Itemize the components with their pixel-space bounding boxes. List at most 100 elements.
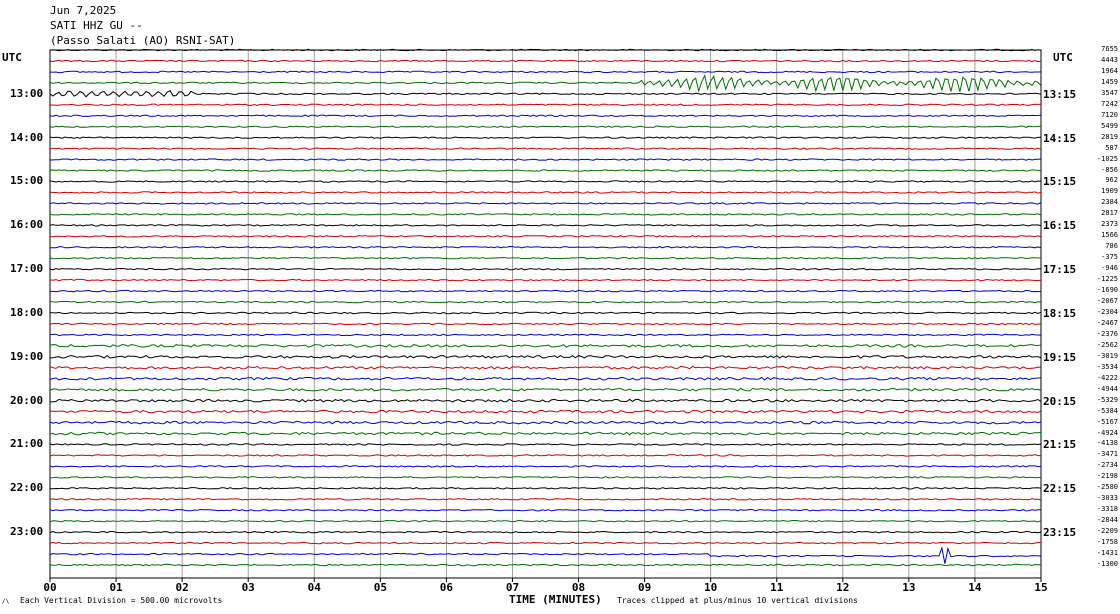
- x-tick-label-14: 14: [968, 581, 982, 594]
- trace-26: [49, 333, 1042, 337]
- trace-37: [49, 454, 1042, 457]
- trace-8: [49, 136, 1042, 139]
- trace-offset-32: -5329: [1096, 395, 1118, 404]
- trace-27: [49, 343, 1042, 348]
- header-date: Jun 7,2025: [50, 4, 117, 17]
- time-label-right-3: 16:15: [1043, 219, 1077, 233]
- x-tick-label-06: 06: [439, 581, 454, 594]
- time-label-right-7: 20:15: [1043, 394, 1077, 408]
- x-tick-label-05: 05: [373, 581, 387, 594]
- trace-23: [49, 300, 1042, 304]
- trace-offset-33: -5384: [1096, 406, 1118, 415]
- trace-19: [49, 256, 1042, 260]
- header-location: (Passo Salati (AO) RSNI-SAT): [50, 34, 236, 47]
- trace-44: [49, 530, 1042, 534]
- trace-offset-41: -3033: [1096, 494, 1118, 503]
- trace-offset-43: -2844: [1096, 516, 1118, 525]
- time-label-right-1: 14:15: [1043, 131, 1077, 145]
- x-tick-label-00: 00: [43, 581, 57, 594]
- time-label-right-10: 23:15: [1043, 526, 1077, 540]
- trace-30: [49, 376, 1042, 381]
- x-tick-label-07: 07: [505, 581, 520, 594]
- trace-0: [49, 48, 1042, 52]
- trace-offset-37: -3471: [1096, 450, 1118, 459]
- time-label-left-7: 20:00: [10, 393, 44, 407]
- trace-offset-28: -3019: [1096, 351, 1118, 360]
- trace-offset-12: 962: [1105, 176, 1118, 185]
- trace-22: [49, 289, 1042, 293]
- trace-14: [49, 202, 1042, 205]
- trace-offset-18: 786: [1105, 242, 1118, 251]
- trace-18: [50, 245, 1042, 249]
- trace-33: [49, 409, 1042, 414]
- trace-offset-8: 2819: [1101, 132, 1118, 141]
- trace-41: [49, 498, 1042, 501]
- trace-16: [49, 224, 1042, 227]
- trace-offset-46: -1431: [1096, 549, 1118, 558]
- time-label-right-9: 22:15: [1043, 482, 1077, 496]
- trace-offset-19: -375: [1101, 253, 1118, 262]
- trace-offset-38: -2734: [1096, 461, 1118, 470]
- trace-offset-30: -4222: [1096, 373, 1118, 382]
- trace-1: [49, 59, 1042, 63]
- trace-offset-7: 5499: [1101, 121, 1118, 130]
- trace-offset-6: 7120: [1101, 110, 1118, 119]
- trace-offset-5: 7242: [1101, 99, 1118, 108]
- trace-offset-36: -4138: [1096, 439, 1118, 448]
- trace-45: [49, 541, 1042, 545]
- trace-offset-26: -2376: [1096, 329, 1118, 338]
- trace-15: [49, 213, 1042, 216]
- x-tick-label-12: 12: [836, 581, 850, 594]
- trace-42: [49, 508, 1042, 512]
- trace-offset-15: 2817: [1101, 209, 1118, 218]
- x-axis-label: TIME (MINUTES): [509, 593, 602, 606]
- trace-offset-31: -4944: [1096, 384, 1118, 393]
- time-label-left-6: 19:00: [10, 349, 44, 363]
- time-label-left-2: 15:00: [10, 174, 44, 188]
- clip-note: Traces clipped at plus/minus 10 vertical…: [617, 596, 858, 605]
- trace-offset-39: -2198: [1096, 472, 1118, 481]
- trace-13: [49, 191, 1042, 194]
- trace-39: [50, 476, 1041, 479]
- trace-36: [49, 443, 1042, 446]
- trace-11: [49, 169, 1042, 172]
- trace-21: [49, 278, 1042, 282]
- trace-24: [50, 311, 1042, 315]
- trace-offset-17: 1566: [1101, 231, 1118, 240]
- trace-offset-42: -3318: [1096, 505, 1118, 514]
- trace-9: [49, 147, 1042, 150]
- time-label-right-0: 13:15: [1043, 87, 1077, 101]
- trace-47: [49, 563, 1042, 567]
- time-label-left-10: 23:00: [10, 525, 44, 539]
- trace-offset-16: 2373: [1101, 220, 1118, 229]
- trace-offset-14: 2384: [1101, 198, 1118, 207]
- trace-offset-47: -1300: [1096, 560, 1118, 568]
- corner-mark: /\: [2, 598, 10, 605]
- trace-12: [49, 180, 1042, 183]
- x-tick-label-01: 01: [109, 581, 123, 594]
- time-label-left-1: 14:00: [10, 130, 44, 144]
- trace-29: [49, 365, 1042, 370]
- trace-offset-10: -1025: [1096, 154, 1118, 163]
- time-label-left-4: 17:00: [10, 262, 44, 276]
- trace-20: [49, 267, 1042, 271]
- trace-32: [50, 398, 1042, 403]
- trace-offset-1: 4443: [1101, 55, 1118, 64]
- trace-46: [49, 546, 1042, 564]
- trace-offset-11: -856: [1101, 165, 1118, 174]
- time-label-right-8: 21:15: [1043, 438, 1077, 452]
- x-tick-label-08: 08: [571, 581, 586, 594]
- trace-offset-45: -1758: [1096, 538, 1118, 547]
- trace-7: [49, 125, 1042, 128]
- time-label-left-5: 18:00: [10, 305, 44, 319]
- trace-31: [49, 387, 1042, 392]
- trace-offset-34: -5167: [1096, 417, 1118, 426]
- trace-2: [49, 70, 1042, 74]
- trace-offset-35: -4924: [1096, 428, 1118, 437]
- trace-10: [49, 158, 1042, 161]
- trace-5: [49, 103, 1042, 107]
- trace-offset-3: 1459: [1101, 77, 1118, 86]
- x-tick-label-02: 02: [175, 581, 189, 594]
- time-label-right-5: 18:15: [1043, 306, 1077, 320]
